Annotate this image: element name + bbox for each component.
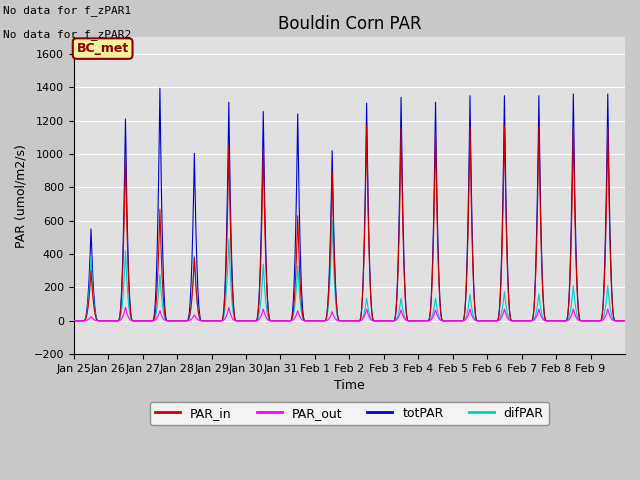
Text: BC_met: BC_met [77, 42, 129, 55]
Legend: PAR_in, PAR_out, totPAR, difPAR: PAR_in, PAR_out, totPAR, difPAR [150, 402, 548, 424]
Y-axis label: PAR (umol/m2/s): PAR (umol/m2/s) [15, 144, 28, 248]
Text: No data for f_zPAR2: No data for f_zPAR2 [3, 29, 131, 40]
X-axis label: Time: Time [334, 379, 365, 392]
Title: Bouldin Corn PAR: Bouldin Corn PAR [278, 15, 421, 33]
Text: No data for f_zPAR1: No data for f_zPAR1 [3, 5, 131, 16]
